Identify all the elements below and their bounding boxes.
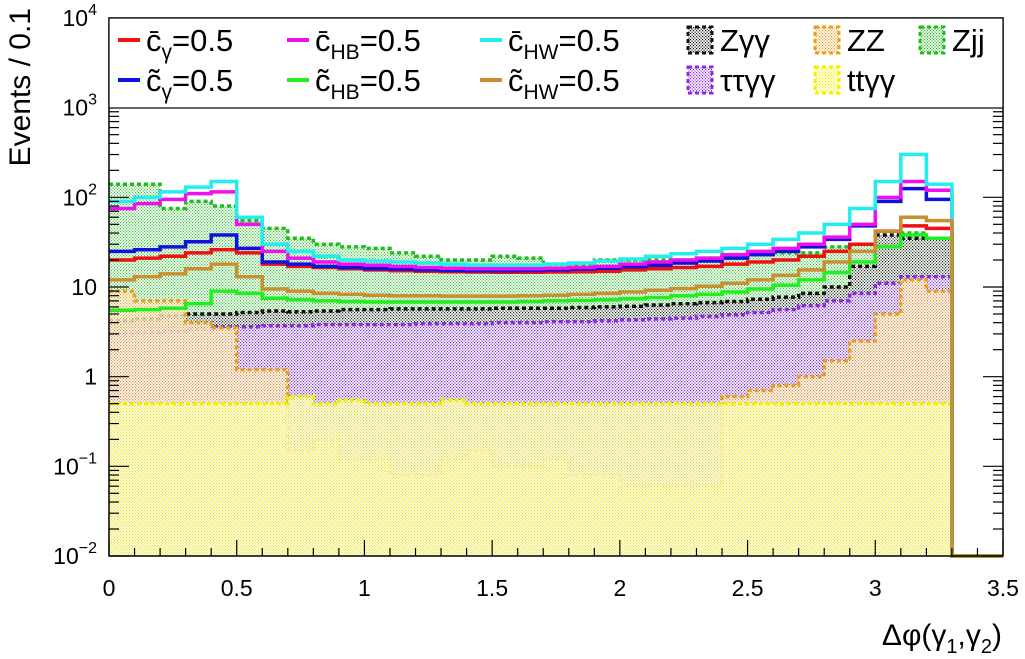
legend-marker-zz: [813, 25, 841, 55]
legend-box: [108, 17, 1004, 109]
histogram-tautauaa: [109, 275, 1003, 558]
legend-marker-zaa: [686, 25, 714, 55]
y-tick-label: 104: [63, 2, 98, 31]
x-tick-label: 2: [613, 575, 626, 601]
x-axis-title: Δφ(γ1,γ2): [882, 619, 1002, 658]
x-tick-label: 1: [358, 575, 371, 601]
legend-label-zz: ZZ: [847, 23, 885, 58]
legend-label-ctilde_hw: c̃HW=0.5: [508, 63, 620, 104]
legend-marker-zjj: [918, 25, 946, 55]
y-tick-label: 1: [84, 364, 97, 390]
x-tick-label: 2.5: [732, 575, 764, 601]
histogram-zaa: [109, 233, 1003, 558]
x-tick-label: 0.5: [221, 575, 253, 601]
histogram-ctilde_hb: [109, 233, 1003, 558]
histogram-ctilde_hw: [109, 215, 1003, 558]
legend-label-ctilde_hb: c̃HB=0.5: [315, 63, 421, 104]
y-tick-label: 10: [71, 274, 97, 300]
x-tick-label: 0: [103, 575, 116, 601]
legend-label-cbar_hb: c̄HB=0.5: [315, 23, 421, 64]
legend-marker-tautauaa: [686, 65, 714, 95]
x-tick-label: 3.5: [987, 575, 1019, 601]
legend-label-zjj: Zjj: [952, 23, 985, 58]
histogram-ttaa: [109, 394, 1003, 558]
legend-label-ctilde_gamma: c̃γ=0.5: [146, 63, 233, 104]
legend-label-zaa: Zγγ: [720, 23, 770, 58]
y-tick-label: 102: [63, 181, 98, 210]
histogram-cbar_hw: [109, 152, 1003, 558]
y-tick-label: 10−1: [53, 450, 97, 479]
y-tick-label: 10−2: [53, 540, 97, 569]
y-axis-title: Events / 0.1: [4, 8, 37, 166]
legend-label-cbar_gamma: c̄γ=0.5: [146, 23, 233, 64]
legend-label-tautauaa: ττγγ: [720, 63, 776, 98]
legend-label-ttaa: ttγγ: [847, 63, 896, 98]
legend-label-cbar_hw: c̄HW=0.5: [508, 23, 620, 64]
y-tick-label: 103: [63, 92, 98, 121]
x-tick-label: 1.5: [476, 575, 508, 601]
legend-marker-ttaa: [813, 65, 841, 95]
plot-area: [109, 152, 1003, 558]
x-tick-label: 3: [869, 575, 882, 601]
histogram-ttaa-fill: [109, 396, 1003, 556]
legend: c̄γ=0.5 c̄HB=0.5 c̄HW=0.5 Zγγ ZZ Zjj c̃γ=0.5 c̃…: [108, 17, 1004, 109]
